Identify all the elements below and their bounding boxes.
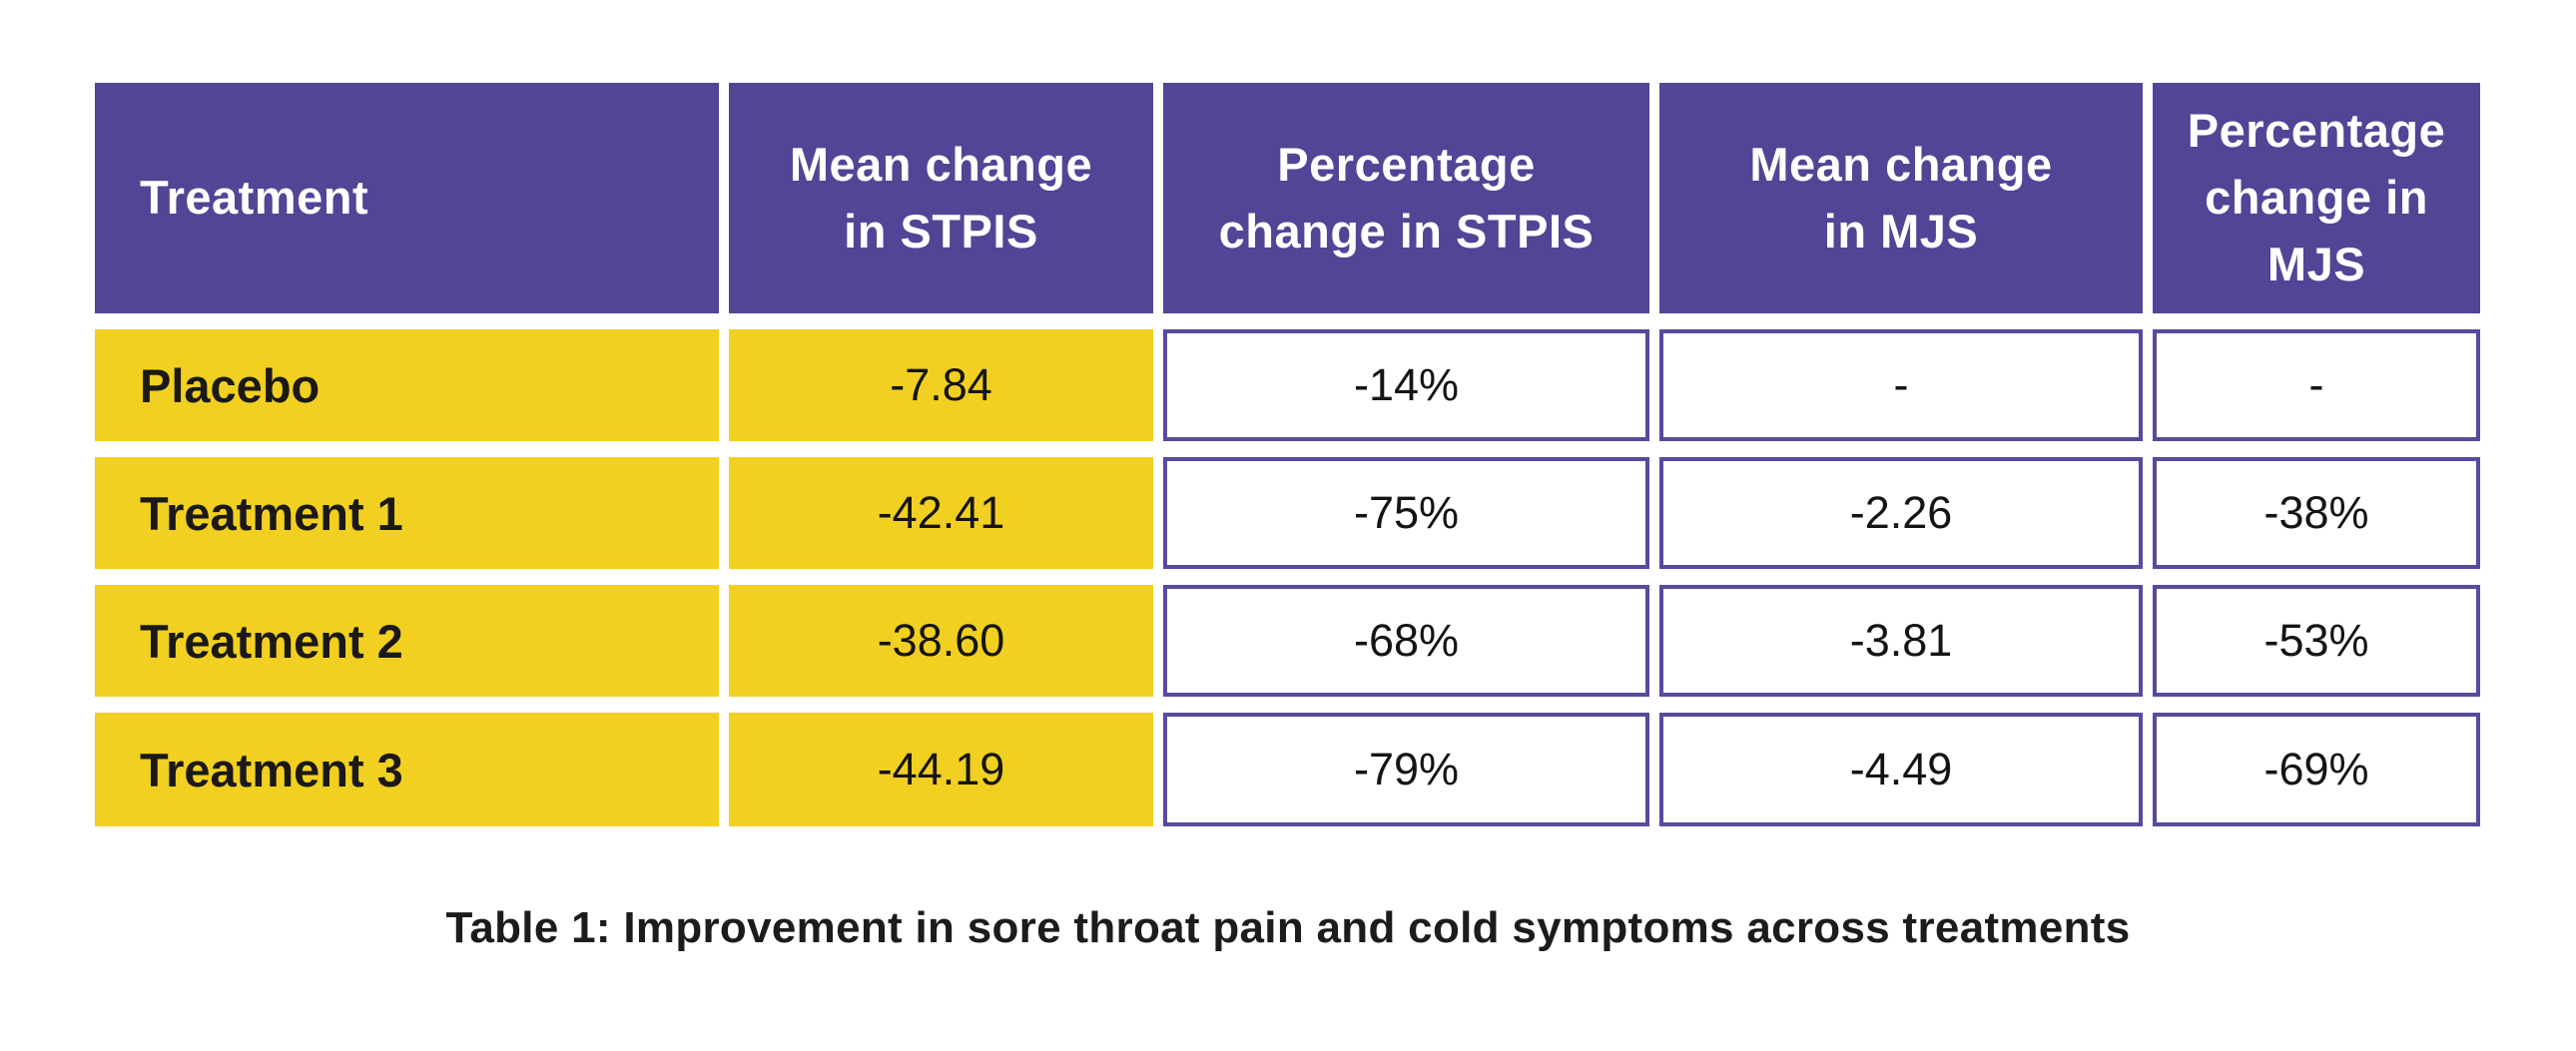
treatment-results-table: Treatment Mean change in STPIS Percentag…	[95, 83, 2480, 826]
cell-treatment2-pct-mjs: -53%	[2153, 585, 2480, 697]
header-cell-percentage-change-mjs: Percentage change in MJS	[2153, 83, 2480, 313]
cell-treatment1-pct-mjs: -38%	[2153, 457, 2480, 569]
row-label-treatment-3: Treatment 3	[95, 713, 719, 826]
header-cell-mean-change-stpis: Mean change in STPIS	[729, 83, 1153, 313]
cell-treatment3-mean-stpis: -44.19	[729, 713, 1153, 826]
cell-placebo-pct-mjs: -	[2153, 329, 2480, 441]
cell-treatment2-pct-stpis: -68%	[1163, 585, 1649, 697]
cell-treatment1-pct-stpis: -75%	[1163, 457, 1649, 569]
cell-treatment1-mean-stpis: -42.41	[729, 457, 1153, 569]
cell-treatment1-mean-mjs: -2.26	[1659, 457, 2143, 569]
cell-treatment2-mean-mjs: -3.81	[1659, 585, 2143, 697]
cell-treatment3-pct-mjs: -69%	[2153, 713, 2480, 826]
row-label-treatment-1: Treatment 1	[95, 457, 719, 569]
row-label-placebo: Placebo	[95, 329, 719, 441]
cell-placebo-pct-stpis: -14%	[1163, 329, 1649, 441]
cell-placebo-mean-mjs: -	[1659, 329, 2143, 441]
header-cell-mean-change-mjs: Mean change in MJS	[1659, 83, 2143, 313]
row-label-treatment-2: Treatment 2	[95, 585, 719, 697]
table-caption: Table 1: Improvement in sore throat pain…	[445, 903, 2131, 952]
header-cell-treatment: Treatment	[95, 83, 719, 313]
cell-treatment3-pct-stpis: -79%	[1163, 713, 1649, 826]
cell-treatment2-mean-stpis: -38.60	[729, 585, 1153, 697]
cell-treatment3-mean-mjs: -4.49	[1659, 713, 2143, 826]
header-cell-percentage-change-stpis: Percentage change in STPIS	[1163, 83, 1649, 313]
cell-placebo-mean-stpis: -7.84	[729, 329, 1153, 441]
